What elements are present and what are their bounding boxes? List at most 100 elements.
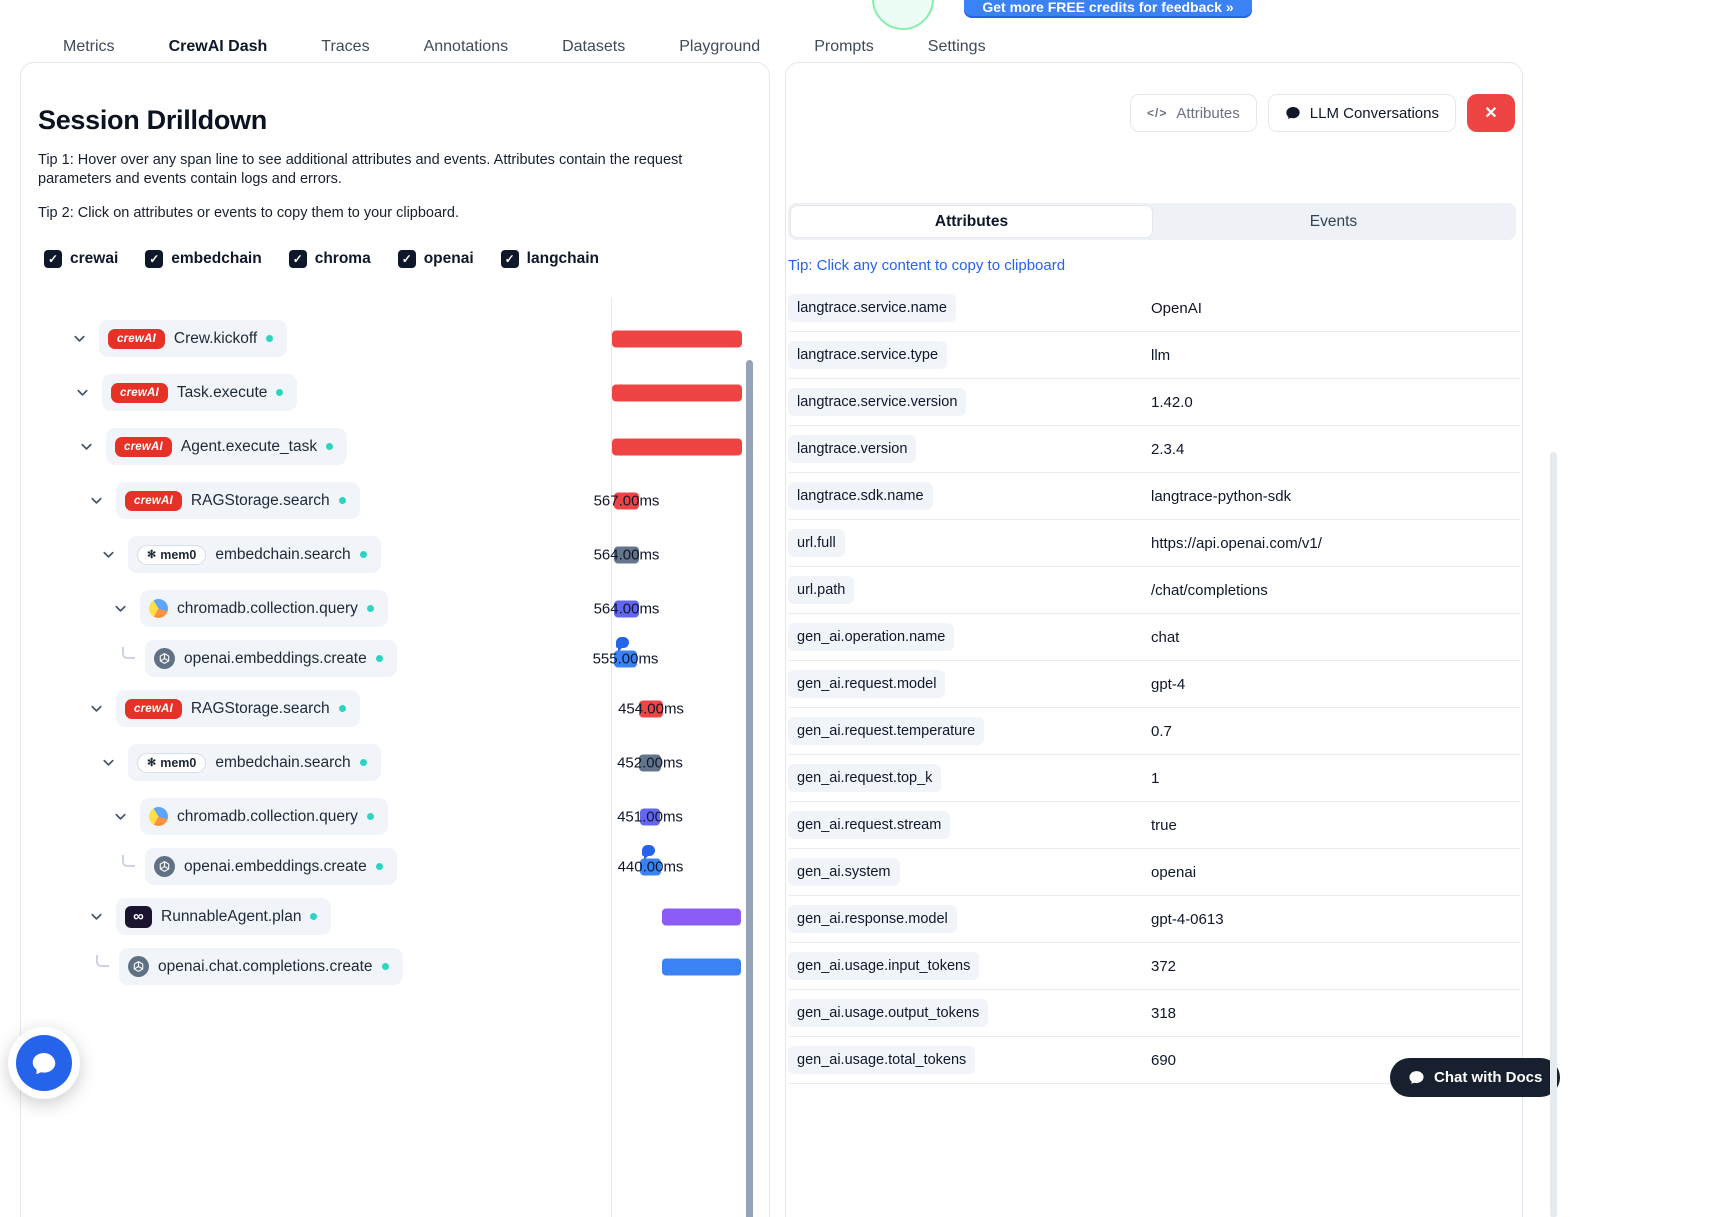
tab-traces[interactable]: Traces <box>321 30 369 72</box>
span-duration-bar[interactable] <box>639 754 661 772</box>
span-duration-bar[interactable] <box>614 492 639 510</box>
chevron-down-icon[interactable] <box>88 493 104 509</box>
status-dot <box>338 705 346 713</box>
chevron-down-icon[interactable] <box>74 385 90 401</box>
span-duration-bar[interactable] <box>612 330 742 348</box>
span-pill[interactable]: chromadb.collection.query <box>140 798 388 836</box>
attribute-key[interactable]: gen_ai.usage.total_tokens <box>788 1046 976 1074</box>
span-pill[interactable]: openai.embeddings.create <box>145 640 397 678</box>
span-duration-bar[interactable] <box>614 546 639 564</box>
chevron-down-icon[interactable] <box>100 755 116 771</box>
tab-events[interactable]: Events <box>1153 205 1514 238</box>
attribute-value[interactable]: 1.42.0 <box>1151 393 1193 411</box>
chevron-down-icon[interactable] <box>88 701 104 717</box>
attribute-key-cell: gen_ai.usage.total_tokens <box>788 1046 1151 1074</box>
attribute-value[interactable]: 0.7 <box>1151 722 1172 740</box>
checkbox-crewai[interactable]: ✓ <box>44 249 62 268</box>
span-tree-scrollbar[interactable] <box>746 359 753 1217</box>
span-duration-bar[interactable] <box>662 908 741 926</box>
attribute-value[interactable]: 2.3.4 <box>1151 440 1185 458</box>
checkbox-embedchain[interactable]: ✓ <box>145 249 164 268</box>
attribute-value[interactable]: https://api.openai.com/v1/ <box>1151 534 1322 552</box>
attribute-key[interactable]: gen_ai.request.top_k <box>788 764 942 792</box>
attribute-key[interactable]: langtrace.version <box>788 435 917 463</box>
attribute-key[interactable]: gen_ai.operation.name <box>788 623 955 651</box>
page-scrollbar[interactable] <box>1550 452 1557 1217</box>
attribute-value[interactable]: llm <box>1151 346 1171 364</box>
attribute-key[interactable]: gen_ai.request.stream <box>788 811 951 839</box>
span-pill[interactable]: openai.embeddings.create <box>145 848 397 886</box>
attribute-key[interactable]: gen_ai.usage.output_tokens <box>788 999 989 1027</box>
tab-metrics[interactable]: Metrics <box>63 30 115 72</box>
attribute-key[interactable]: gen_ai.request.model <box>788 670 946 698</box>
attribute-key[interactable]: gen_ai.system <box>788 858 900 886</box>
tab-prompts[interactable]: Prompts <box>814 30 874 72</box>
chat-widget-button[interactable] <box>8 1027 80 1099</box>
span-duration-bar[interactable] <box>640 808 660 826</box>
span-duration-bar[interactable] <box>612 384 742 402</box>
attribute-key[interactable]: gen_ai.usage.input_tokens <box>788 952 980 980</box>
attribute-value[interactable]: langtrace-python-sdk <box>1151 487 1292 505</box>
attributes-button[interactable]: </> Attributes <box>1130 94 1257 132</box>
span-pill[interactable]: crewAI Task.execute <box>102 374 298 412</box>
checkbox-chroma[interactable]: ✓ <box>288 249 307 268</box>
span-pill[interactable]: crewAI RAGStorage.search <box>116 482 360 520</box>
close-button[interactable]: ✕ <box>1467 94 1515 132</box>
attribute-value[interactable]: /chat/completions <box>1151 581 1268 599</box>
checkbox-openai[interactable]: ✓ <box>397 249 416 268</box>
attribute-value[interactable]: gpt-4 <box>1151 675 1186 693</box>
chevron-down-icon[interactable] <box>112 601 128 617</box>
span-pill[interactable]: ✻ mem0 embedchain.search <box>128 536 381 574</box>
span-pill[interactable]: openai.chat.completions.create <box>119 948 403 986</box>
attribute-key[interactable]: langtrace.sdk.name <box>788 482 933 510</box>
span-pill[interactable]: chromadb.collection.query <box>140 590 388 628</box>
llm-conversations-button[interactable]: LLM Conversations <box>1267 94 1456 132</box>
chat-with-docs-button[interactable]: Chat with Docs <box>1390 1058 1561 1097</box>
filter-langchain[interactable]: ✓ langchain <box>500 249 599 268</box>
attribute-value[interactable]: 690 <box>1151 1051 1177 1069</box>
attribute-value[interactable]: openai <box>1151 863 1197 881</box>
attribute-key[interactable]: langtrace.service.type <box>788 341 948 369</box>
attribute-key[interactable]: langtrace.service.version <box>788 388 967 416</box>
attribute-key[interactable]: url.path <box>788 576 855 604</box>
attribute-key[interactable]: gen_ai.request.temperature <box>788 717 985 745</box>
span-duration-bar[interactable] <box>639 700 663 718</box>
attribute-value[interactable]: true <box>1151 816 1177 834</box>
attribute-key[interactable]: url.full <box>788 529 845 557</box>
chevron-down-icon[interactable] <box>88 909 104 925</box>
span-duration-bar[interactable] <box>640 858 661 876</box>
attribute-key[interactable]: langtrace.service.name <box>788 294 956 322</box>
credits-button[interactable]: Get more FREE credits for feedback » <box>964 0 1252 18</box>
span-pill[interactable]: crewAI Crew.kickoff <box>99 320 288 358</box>
tab-annotations[interactable]: Annotations <box>424 30 509 72</box>
attribute-key[interactable]: gen_ai.response.model <box>788 905 957 933</box>
checkbox-langchain[interactable]: ✓ <box>500 249 519 268</box>
tab-datasets[interactable]: Datasets <box>562 30 625 72</box>
span-duration-bar[interactable] <box>612 438 742 456</box>
span-pill[interactable]: ∞ RunnableAgent.plan <box>116 898 332 936</box>
copy-tip[interactable]: Tip: Click any content to copy to clipbo… <box>788 257 1066 274</box>
attribute-value[interactable]: 1 <box>1151 769 1160 787</box>
filter-crewai[interactable]: ✓ crewai <box>44 249 118 268</box>
attribute-value[interactable]: 372 <box>1151 957 1177 975</box>
attribute-value[interactable]: chat <box>1151 628 1180 646</box>
span-pill[interactable]: crewAI Agent.execute_task <box>106 428 348 466</box>
attribute-value[interactable]: gpt-4-0613 <box>1151 910 1224 928</box>
filter-chroma[interactable]: ✓ chroma <box>288 249 371 268</box>
span-duration-bar[interactable] <box>614 650 637 668</box>
filter-openai[interactable]: ✓ openai <box>397 249 474 268</box>
span-pill[interactable]: ✻ mem0 embedchain.search <box>128 744 381 782</box>
attribute-value[interactable]: 318 <box>1151 1004 1177 1022</box>
chevron-down-icon[interactable] <box>78 439 94 455</box>
attribute-value[interactable]: OpenAI <box>1151 299 1202 317</box>
span-duration-bar[interactable] <box>614 600 639 618</box>
tab-playground[interactable]: Playground <box>679 30 760 72</box>
chevron-down-icon[interactable] <box>112 809 128 825</box>
span-duration-bar[interactable] <box>662 958 741 976</box>
chevron-down-icon[interactable] <box>100 547 116 563</box>
filter-embedchain[interactable]: ✓ embedchain <box>145 249 262 268</box>
chevron-down-icon[interactable] <box>71 331 87 347</box>
span-pill[interactable]: crewAI RAGStorage.search <box>116 690 360 728</box>
tab-attributes[interactable]: Attributes <box>790 205 1153 238</box>
tab-settings[interactable]: Settings <box>928 30 986 72</box>
